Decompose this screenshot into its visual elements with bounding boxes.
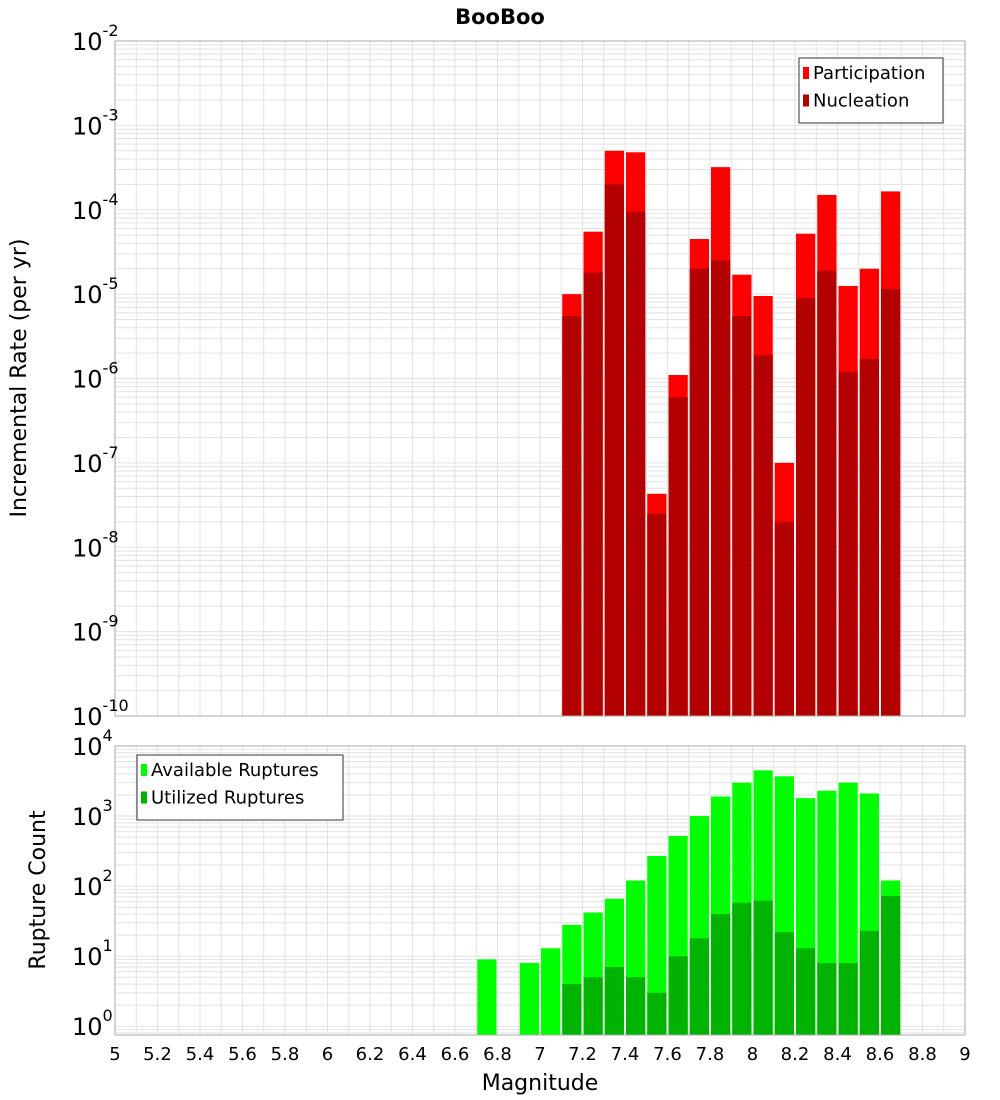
- x-tick-label: 8.8: [908, 1044, 937, 1065]
- nucleation-bar: [881, 289, 901, 716]
- available-ruptures-bar: [477, 959, 497, 1035]
- nucleation-bar: [689, 268, 709, 716]
- legend-entry-label: Nucleation: [813, 91, 909, 112]
- nucleation-bar: [647, 513, 667, 716]
- utilized-ruptures-bar: [583, 977, 603, 1035]
- rate-bars: [562, 150, 901, 717]
- nucleation-bar: [817, 270, 837, 716]
- x-tick-label: 8.6: [866, 1044, 895, 1065]
- y-tick-label: 100: [72, 1006, 113, 1041]
- x-tick-label: 5.6: [228, 1044, 257, 1065]
- utilized-ruptures-bar: [626, 977, 646, 1035]
- utilized-ruptures-bar: [647, 992, 667, 1035]
- x-tick-label: 7.4: [611, 1044, 640, 1065]
- legend-entry-label: Participation: [813, 63, 925, 84]
- nucleation-bar: [562, 316, 582, 716]
- utilized-ruptures-bar: [774, 932, 794, 1035]
- rupture-count-legend: Available Ruptures Utilized Ruptures: [136, 754, 344, 821]
- utilized-ruptures-bar: [881, 896, 901, 1035]
- utilized-ruptures-bar: [562, 984, 582, 1035]
- nucleation-bar: [626, 211, 646, 716]
- x-tick-label: 5.4: [186, 1044, 215, 1065]
- nucleation-bar: [774, 521, 794, 716]
- y-tick-label: 10-6: [72, 359, 119, 394]
- x-tick-label: 6.6: [441, 1044, 470, 1065]
- utilized-ruptures-bar: [689, 938, 709, 1035]
- y-tick-label: 10-9: [72, 612, 119, 647]
- available-ruptures-bar: [541, 948, 561, 1035]
- x-tick-label: 8.2: [781, 1044, 810, 1065]
- x-axis-label: Magnitude: [482, 1071, 599, 1096]
- x-tick-label: 9: [959, 1044, 970, 1065]
- chart-title: BooBoo: [455, 5, 545, 29]
- utilized-ruptures-bar: [711, 914, 731, 1035]
- rate-panel: 10-10 10-9 10-8 10-7 10-6 10-5 10-4 10-3 10-2 In…: [7, 21, 966, 731]
- x-tick-label: 5.8: [271, 1044, 300, 1065]
- utilized-ruptures-bar: [817, 962, 837, 1035]
- x-tick-label: 6.2: [356, 1044, 385, 1065]
- x-tick-label: 6.4: [398, 1044, 427, 1065]
- x-tick-label: 8: [747, 1044, 758, 1065]
- nucleation-bar: [732, 316, 752, 716]
- y-tick-label: 10-8: [72, 527, 119, 562]
- legend-swatch: [803, 94, 809, 107]
- available-ruptures-bar: [647, 855, 667, 1035]
- x-tick-label: 7.6: [653, 1044, 682, 1065]
- x-tick-label: 5: [109, 1044, 120, 1065]
- utilized-ruptures-bar: [753, 900, 773, 1035]
- utilized-ruptures-bar: [838, 962, 858, 1035]
- nucleation-bar: [583, 272, 603, 716]
- x-tick-label: 7: [534, 1044, 545, 1065]
- magnitude-x-tick-labels: 5 5.2 5.4 5.6 5.8 6 6.2 6.4 6.6 6.8 7 7.2 7.4 7.6 7.8 8…: [109, 1044, 970, 1065]
- x-tick-label: 7.2: [568, 1044, 597, 1065]
- x-tick-label: 7.8: [696, 1044, 725, 1065]
- rate-gridlines: [114, 41, 966, 717]
- y-tick-label: 10-3: [72, 105, 119, 140]
- rate-y-tick-labels: 10-10 10-9 10-8 10-7 10-6 10-5 10-4 10-3 10-2: [72, 21, 129, 731]
- rupture-count-bars: [477, 770, 901, 1035]
- nucleation-bar: [604, 184, 624, 717]
- rupture-count-y-axis-label: Rupture Count: [26, 810, 51, 970]
- utilized-ruptures-bar: [796, 948, 816, 1035]
- available-ruptures-bar: [519, 962, 539, 1035]
- x-tick-label: 5.2: [143, 1044, 172, 1065]
- legend-entry-label: Utilized Ruptures: [151, 788, 304, 809]
- utilized-ruptures-bar: [604, 967, 624, 1035]
- nucleation-bar: [753, 354, 773, 716]
- nucleation-bar: [711, 260, 731, 716]
- nucleation-bar: [838, 371, 858, 716]
- utilized-ruptures-bar: [668, 956, 688, 1035]
- y-tick-label: 10-2: [72, 21, 119, 56]
- legend-entry-label: Available Ruptures: [151, 760, 319, 781]
- rupture-count-panel: 100 101 102 103 104 Rupture Count Available …: [26, 726, 971, 1096]
- rupture-count-plot-frame: [114, 745, 966, 1036]
- legend-swatch: [803, 67, 809, 79]
- y-tick-label: 102: [72, 866, 113, 901]
- x-tick-label: 6.8: [483, 1044, 512, 1065]
- y-tick-label: 10-4: [72, 190, 119, 225]
- utilized-ruptures-bar: [732, 902, 752, 1035]
- legend-box: [136, 754, 344, 821]
- legend-swatch: [141, 764, 147, 776]
- rupture-count-y-tick-labels: 100 101 102 103 104: [72, 726, 113, 1041]
- x-tick-label: 6: [322, 1044, 333, 1065]
- y-tick-label: 10-5: [72, 274, 119, 309]
- y-tick-label: 101: [72, 936, 113, 971]
- y-tick-label: 103: [72, 796, 113, 831]
- legend-box: [798, 57, 944, 124]
- rate-y-axis-label: Incremental Rate (per yr): [7, 239, 32, 518]
- rate-plot-frame: [114, 40, 966, 717]
- rate-legend: Participation Nucleation: [798, 57, 944, 124]
- nucleation-bar: [796, 297, 816, 716]
- y-tick-label: 104: [72, 726, 113, 761]
- y-tick-label: 10-7: [72, 443, 119, 478]
- legend-swatch: [141, 791, 147, 804]
- x-tick-label: 8.4: [823, 1044, 852, 1065]
- nucleation-bar: [859, 359, 879, 716]
- utilized-ruptures-bar: [859, 930, 879, 1035]
- y-tick-label: 10-10: [72, 696, 129, 731]
- nucleation-bar: [668, 397, 688, 716]
